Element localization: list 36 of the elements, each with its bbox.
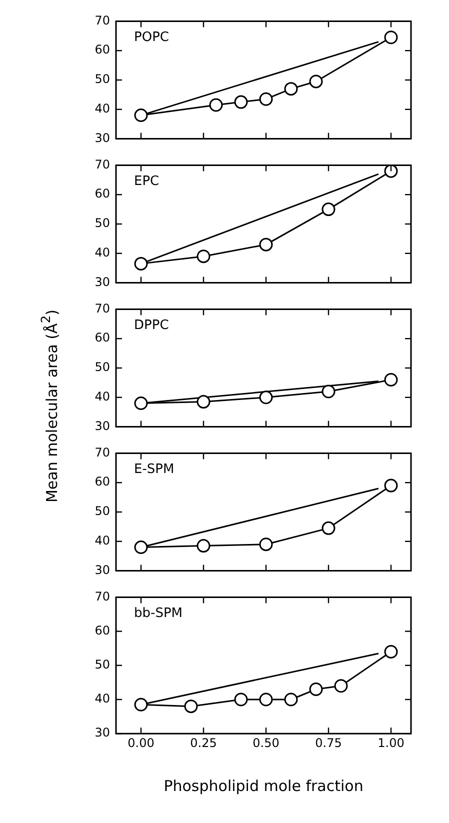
y-tick-label: 50 [94,504,110,518]
y-tick-label: 40 [94,246,110,260]
annotation: E-SPM [134,462,174,478]
y-tick-label: 50 [94,72,110,86]
y-tick-label: 60 [94,474,110,489]
y-tick-label: 50 [94,216,110,230]
annotation: DPPC [134,318,169,334]
y-tick-label: 70 [94,13,110,28]
y-tick-label: 40 [94,390,110,404]
annotation: EPC [134,174,160,190]
annotation: bb-SPM [134,606,183,622]
y-tick-label: 30 [94,130,110,145]
y-tick-label: 60 [94,42,110,57]
y-tick-label: 60 [94,186,110,201]
y-tick-label: 70 [94,157,110,172]
y-tick-label: 60 [94,330,110,345]
y-tick-label: 50 [94,658,110,672]
y-tick-label: 30 [94,562,110,577]
y-tick-label: 30 [94,274,110,289]
y-tick-label: 60 [94,623,110,638]
y-tick-label: 40 [94,534,110,548]
y-tick-label: 70 [94,589,110,604]
x-tick-label: 0.50 [252,736,280,750]
x-tick-label: 0.00 [128,736,154,750]
y-tick-label: 50 [94,360,110,374]
x-tick-label: 1.00 [378,736,404,750]
y-tick-label: 70 [94,445,110,460]
y-tick-label: 30 [94,726,110,740]
x-tick-label: 0.25 [190,736,217,750]
y-tick-label: 40 [94,102,110,116]
annotation: POPC [134,30,169,46]
x-axis-title: Phospholipid mole fraction [164,776,364,795]
y-tick-label: 40 [94,692,110,706]
y-tick-label: 70 [94,301,110,316]
x-tick-label: 0.75 [315,736,342,750]
y-tick-label: 30 [94,418,110,433]
